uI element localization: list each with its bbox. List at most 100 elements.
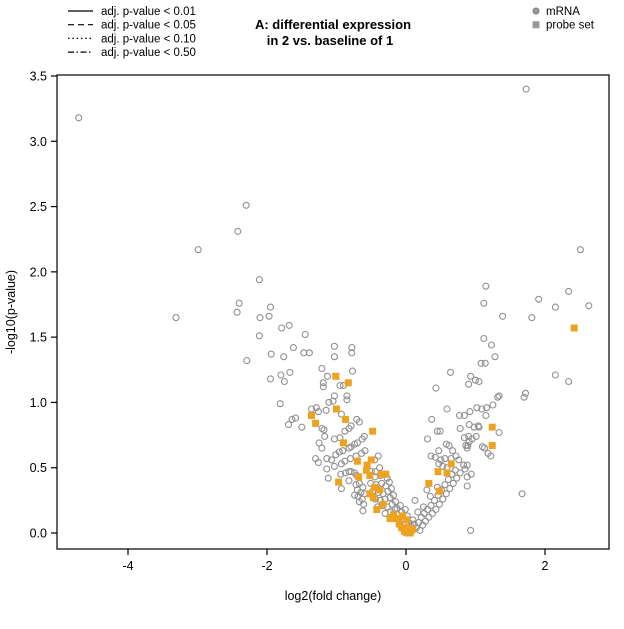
data-point-mrna [332, 451, 340, 459]
data-point-mrna [435, 500, 443, 508]
data-point-mrna [465, 438, 473, 446]
data-point-mrna [374, 452, 382, 460]
data-point-mrna [347, 422, 355, 430]
data-point-probe-set [373, 506, 381, 513]
data-point-probe-set [443, 469, 451, 477]
data-point-mrna [328, 456, 336, 464]
data-point-probe-set [379, 500, 387, 508]
y-axis-ticks: 0.0 0.5 1.0 1.5 2.0 2.5 3.0 3.5 [30, 70, 57, 541]
data-point-mrna [425, 513, 433, 521]
data-point-mrna [284, 421, 293, 429]
data-point-mrna [456, 424, 464, 433]
data-point-mrna [432, 384, 440, 392]
data-point-probe-set [435, 487, 443, 495]
data-point-mrna [414, 508, 422, 516]
data-point-mrna [576, 246, 584, 254]
data-point-mrna [474, 422, 482, 430]
data-point-mrna [321, 432, 329, 440]
data-point-probe-set [355, 473, 363, 481]
data-point-probe-set [447, 460, 455, 468]
data-point-mrna [436, 427, 444, 435]
data-point-probe-set [366, 472, 374, 479]
data-point-mrna [353, 439, 361, 447]
data-point-mrna [266, 375, 275, 383]
data-point-probe-set [363, 461, 371, 469]
marker-legend: mRNA probe set [532, 6, 595, 32]
data-point-mrna [291, 414, 300, 422]
data-point-mrna [345, 477, 353, 485]
data-point-mrna [427, 502, 435, 510]
data-point-probe-set [371, 483, 379, 491]
data-point-mrna [455, 411, 464, 420]
data-point-mrna [430, 496, 439, 504]
y-tick-label: 2.5 [30, 200, 47, 214]
data-point-mrna [343, 392, 351, 400]
data-point-probe-set [425, 479, 433, 487]
y-tick-label: 1.5 [30, 331, 47, 345]
data-point-mrna [483, 404, 491, 412]
data-point-mrna [337, 410, 345, 418]
data-point-mrna [467, 526, 475, 534]
data-point-mrna [318, 364, 326, 373]
data-point-mrna [314, 458, 322, 467]
data-point-mrna [520, 393, 528, 401]
data-point-mrna [360, 500, 368, 508]
data-point-mrna [478, 405, 486, 413]
data-point-mrna [330, 353, 338, 361]
data-point-mrna [255, 276, 263, 284]
data-point-probe-set [333, 405, 340, 413]
data-point-probe-set [488, 442, 496, 449]
data-point-probe-set [312, 419, 320, 427]
y-tick-label: 0.5 [30, 461, 47, 475]
data-point-mrna [348, 367, 357, 375]
x-tick-label: -4 [122, 559, 133, 573]
data-point-mrna [439, 462, 447, 470]
data-point-probe-set [393, 515, 401, 523]
data-point-probe-set [570, 324, 578, 332]
data-point-mrna [266, 303, 275, 311]
data-point-mrna [551, 303, 559, 311]
data-point-mrna [465, 380, 473, 388]
data-point-mrna [585, 302, 593, 310]
data-point-mrna [360, 432, 368, 440]
data-point-mrna [330, 342, 338, 350]
data-point-mrna [256, 314, 264, 322]
data-point-mrna [319, 383, 327, 391]
data-point-mrna [336, 381, 344, 390]
data-point-probe-set [434, 468, 442, 476]
data-point-mrna [453, 474, 461, 482]
data-point-mrna [322, 406, 330, 414]
data-point-probe-set [335, 478, 343, 486]
data-point-mrna [323, 455, 331, 463]
marker-legend-label: mRNA [546, 6, 580, 18]
data-point-probe-set [488, 423, 496, 431]
data-point-mrna [346, 455, 354, 463]
data-point-mrna [449, 479, 457, 487]
x-axis-label: log2(fold change) [285, 589, 382, 603]
data-point-mrna [277, 371, 285, 379]
x-axis-ticks: -4 -2 0 2 [122, 549, 549, 573]
x-tick-label: 2 [542, 559, 549, 573]
data-point-mrna [75, 114, 83, 122]
data-point-mrna [419, 503, 427, 511]
data-point-mrna [470, 423, 478, 431]
plot-area-border [56, 74, 610, 550]
data-point-mrna [194, 246, 202, 254]
data-point-mrna [276, 400, 284, 408]
data-point-mrna [466, 408, 474, 416]
plot-title-line2: in 2 vs. baseline of 1 [267, 33, 393, 48]
data-point-mrna [423, 435, 432, 443]
data-point-probe-set [403, 516, 411, 524]
data-point-mrna [463, 482, 471, 490]
data-point-mrna [442, 490, 450, 498]
data-point-probe-set [344, 379, 352, 387]
data-point-probe-set [376, 486, 384, 494]
data-point-mrna [255, 332, 263, 340]
mrna-legend-icon [532, 7, 540, 15]
data-point-mrna [435, 447, 443, 455]
data-point-mrna [528, 314, 536, 322]
marker-legend-label: probe set [546, 20, 595, 32]
data-point-mrna [535, 295, 543, 303]
data-point-probe-set [377, 470, 385, 478]
